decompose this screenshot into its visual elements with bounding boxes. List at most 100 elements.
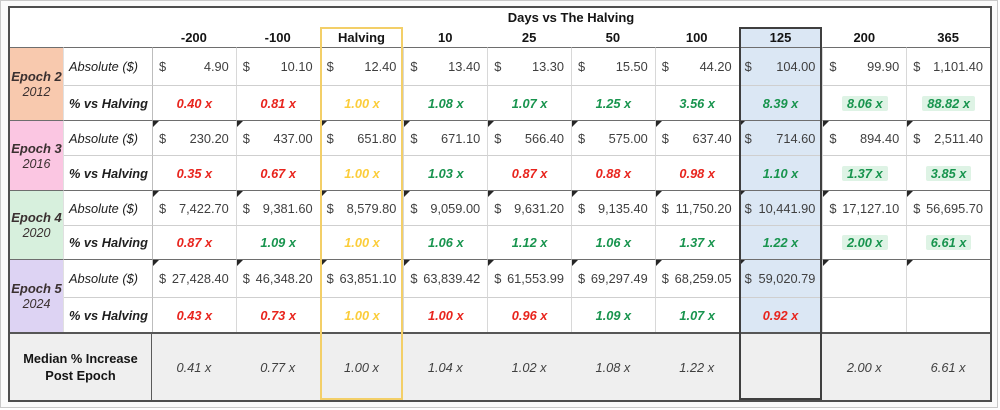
pct-cell[interactable]: 0.67 x xyxy=(235,155,320,190)
pct-cell[interactable]: 88.82 x xyxy=(906,85,990,120)
pct-cell[interactable]: 0.35 x xyxy=(152,155,236,190)
median-cell[interactable]: 1.04 x xyxy=(403,332,488,400)
pct-cell[interactable]: 0.43 x xyxy=(152,297,236,332)
pct-cell-empty[interactable] xyxy=(822,297,907,332)
median-row-label[interactable]: Median % Increase Post Epoch xyxy=(10,332,152,400)
abs-cell[interactable]: $437.00 xyxy=(235,120,320,155)
pct-cell[interactable]: 8.39 x xyxy=(738,85,823,120)
abs-cell[interactable]: $10.10 xyxy=(235,47,320,85)
row-label-absolute[interactable]: Absolute ($) xyxy=(64,259,152,297)
pct-cell[interactable]: 1.00 x xyxy=(319,155,404,190)
row-label-pct[interactable]: % vs Halving xyxy=(64,85,152,120)
pct-cell[interactable]: 1.37 x xyxy=(654,225,739,259)
pct-cell[interactable]: 1.03 x xyxy=(403,155,488,190)
pct-cell[interactable]: 1.25 x xyxy=(571,85,655,120)
pct-cell[interactable]: 1.00 x xyxy=(403,297,488,332)
pct-cell[interactable]: 8.06 x xyxy=(822,85,907,120)
pct-cell[interactable]: 1.10 x xyxy=(738,155,823,190)
pct-cell[interactable]: 1.07 x xyxy=(487,85,571,120)
abs-cell[interactable]: $9,631.20 xyxy=(487,190,571,225)
abs-cell[interactable]: $12.40 xyxy=(319,47,404,85)
abs-cell[interactable]: $671.10 xyxy=(403,120,488,155)
pct-cell[interactable]: 6.61 x xyxy=(906,225,990,259)
pct-cell[interactable]: 1.00 x xyxy=(319,297,404,332)
pct-cell-empty[interactable] xyxy=(906,297,990,332)
row-label-pct[interactable]: % vs Halving xyxy=(64,297,152,332)
pct-cell[interactable]: 1.00 x xyxy=(319,85,404,120)
abs-cell[interactable]: $7,422.70 xyxy=(152,190,236,225)
col-header-10[interactable]: 10 xyxy=(438,29,453,45)
epoch-label-epoch3[interactable]: Epoch 3 2016 xyxy=(10,120,64,190)
abs-cell[interactable]: $9,381.60 xyxy=(235,190,320,225)
pct-cell[interactable]: 0.40 x xyxy=(152,85,236,120)
abs-cell[interactable]: $69,297.49 xyxy=(571,259,655,297)
median-cell[interactable]: 0.77 x xyxy=(235,332,320,400)
abs-cell[interactable]: $56,695.70 xyxy=(906,190,990,225)
abs-cell[interactable]: $9,059.00 xyxy=(403,190,488,225)
abs-cell[interactable]: $104.00 xyxy=(738,47,823,85)
abs-cell[interactable]: $13.30 xyxy=(487,47,571,85)
epoch-label-epoch4[interactable]: Epoch 4 2020 xyxy=(10,190,64,259)
abs-cell[interactable]: $13.40 xyxy=(403,47,488,85)
pct-cell[interactable]: 0.81 x xyxy=(235,85,320,120)
pct-cell[interactable]: 1.09 x xyxy=(235,225,320,259)
pct-cell[interactable]: 1.12 x xyxy=(487,225,571,259)
abs-cell[interactable]: $61,553.99 xyxy=(487,259,571,297)
col-header-halving[interactable]: Halving xyxy=(338,29,385,45)
col-header-25[interactable]: 25 xyxy=(521,29,537,45)
pct-cell[interactable]: 3.85 x xyxy=(906,155,990,190)
abs-cell[interactable]: $651.80 xyxy=(319,120,404,155)
row-label-absolute[interactable]: Absolute ($) xyxy=(64,120,152,155)
median-cell[interactable]: 1.22 x xyxy=(654,332,739,400)
median-cell[interactable]: 0.41 x xyxy=(152,332,236,400)
abs-cell[interactable]: $230.20 xyxy=(152,120,236,155)
abs-cell-empty[interactable] xyxy=(906,259,990,297)
pct-cell[interactable]: 3.56 x xyxy=(654,85,739,120)
pct-cell[interactable]: 1.08 x xyxy=(403,85,488,120)
abs-cell[interactable]: $566.40 xyxy=(487,120,571,155)
abs-cell[interactable]: $8,579.80 xyxy=(319,190,404,225)
pct-cell[interactable]: 1.07 x xyxy=(654,297,739,332)
median-cell[interactable]: 1.02 x xyxy=(487,332,571,400)
abs-cell-empty[interactable] xyxy=(822,259,907,297)
pct-cell[interactable]: 2.00 x xyxy=(822,225,907,259)
col-header-minus200[interactable]: -200 xyxy=(180,29,207,45)
abs-cell[interactable]: $17,127.10 xyxy=(822,190,907,225)
abs-cell[interactable]: $68,259.05 xyxy=(654,259,739,297)
pct-cell[interactable]: 1.06 x xyxy=(571,225,655,259)
abs-cell[interactable]: $4.90 xyxy=(152,47,236,85)
abs-cell[interactable]: $2,511.40 xyxy=(906,120,990,155)
pct-cell[interactable]: 0.73 x xyxy=(235,297,320,332)
abs-cell[interactable]: $63,851.10 xyxy=(319,259,404,297)
row-label-absolute[interactable]: Absolute ($) xyxy=(64,47,152,85)
pct-cell[interactable]: 1.09 x xyxy=(571,297,655,332)
median-cell[interactable]: 1.08 x xyxy=(571,332,655,400)
epoch-label-epoch5[interactable]: Epoch 5 2024 xyxy=(10,259,64,332)
abs-cell[interactable]: $1,101.40 xyxy=(906,47,990,85)
abs-cell[interactable]: $575.00 xyxy=(571,120,655,155)
median-cell[interactable]: 6.61 x xyxy=(906,332,990,400)
median-cell[interactable]: 1.00 x xyxy=(319,332,404,400)
epoch-label-epoch2[interactable]: Epoch 2 2012 xyxy=(10,47,64,120)
row-label-absolute[interactable]: Absolute ($) xyxy=(64,190,152,225)
pct-cell[interactable]: 0.96 x xyxy=(487,297,571,332)
abs-cell[interactable]: $44.20 xyxy=(654,47,739,85)
abs-cell[interactable]: $46,348.20 xyxy=(235,259,320,297)
abs-cell[interactable]: $714.60 xyxy=(738,120,823,155)
median-cell-empty[interactable] xyxy=(738,332,823,400)
abs-cell[interactable]: $59,020.79 xyxy=(738,259,823,297)
abs-cell[interactable]: $11,750.20 xyxy=(654,190,739,225)
pct-cell[interactable]: 0.98 x xyxy=(654,155,739,190)
abs-cell[interactable]: $9,135.40 xyxy=(571,190,655,225)
col-header-50[interactable]: 50 xyxy=(605,29,621,45)
abs-cell[interactable]: $894.40 xyxy=(822,120,907,155)
pct-cell[interactable]: 1.37 x xyxy=(822,155,907,190)
row-label-pct[interactable]: % vs Halving xyxy=(64,155,152,190)
pct-cell[interactable]: 1.06 x xyxy=(403,225,488,259)
abs-cell[interactable]: $637.40 xyxy=(654,120,739,155)
abs-cell[interactable]: $15.50 xyxy=(571,47,655,85)
pct-cell[interactable]: 0.87 x xyxy=(487,155,571,190)
median-cell[interactable]: 2.00 x xyxy=(822,332,907,400)
abs-cell[interactable]: $27,428.40 xyxy=(152,259,236,297)
col-header-365[interactable]: 365 xyxy=(937,29,959,45)
